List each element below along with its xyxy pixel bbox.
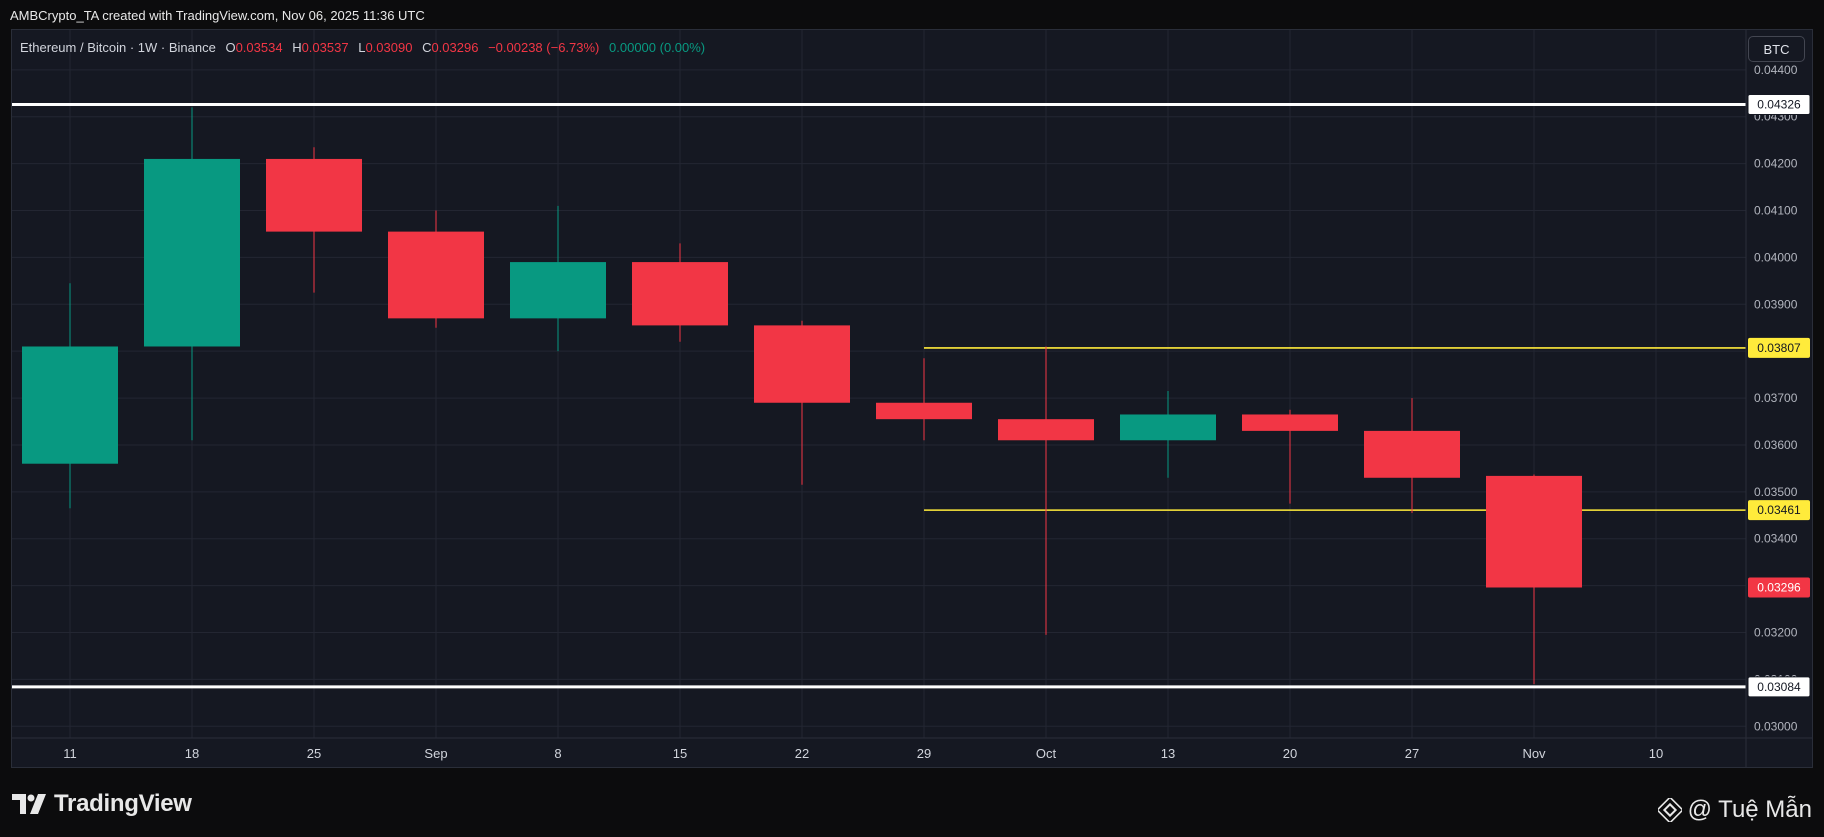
price-tags: 0.04326 0.03807 0.03461 0.03084 0.03296 <box>1747 94 1811 698</box>
candle-body <box>388 231 484 319</box>
level-price-label: 0.04326 <box>1757 98 1801 112</box>
time-tick-label: Sep <box>424 746 447 761</box>
level-price-tag <box>1748 500 1810 521</box>
price-tick-label: 0.03200 <box>1754 626 1798 640</box>
time-tick-label: 8 <box>554 746 561 761</box>
candle <box>876 358 972 441</box>
brand-name: TradingView <box>54 790 192 817</box>
time-tick-label: 10 <box>1649 746 1663 761</box>
time-tick-label: 18 <box>185 746 199 761</box>
tradingview-logo[interactable]: TradingView <box>12 790 192 818</box>
currency-button[interactable]: BTC <box>1748 36 1805 62</box>
candle <box>22 283 118 509</box>
high-value: 0.03537 <box>301 40 349 55</box>
candle <box>510 205 606 352</box>
candle <box>1364 398 1460 513</box>
close-value: 0.03296 <box>431 40 479 55</box>
time-tick-label: 11 <box>63 746 77 761</box>
price-tick-label: 0.03400 <box>1754 532 1798 546</box>
price-tick-label: 0.03500 <box>1754 485 1798 499</box>
low-label: L <box>358 40 366 55</box>
change-value: −0.00238 (−6.73%) <box>488 40 600 55</box>
price-tick-label: 0.03000 <box>1754 719 1798 733</box>
time-tick-label: Nov <box>1522 746 1546 761</box>
level-price-tag <box>1748 337 1810 358</box>
chart-attribution: AMBCrypto_TA created with TradingView.co… <box>10 8 425 23</box>
candle <box>998 346 1094 635</box>
candle <box>754 320 850 485</box>
low-value: 0.03090 <box>365 40 413 55</box>
price-tick-label: 0.03700 <box>1754 391 1798 405</box>
time-tick-label: 13 <box>1161 746 1175 761</box>
time-tick-label: Oct <box>1036 746 1057 761</box>
high-label: H <box>292 40 302 55</box>
candle-body <box>1364 430 1460 478</box>
candle-body <box>632 262 728 326</box>
level-price-label: 0.03461 <box>1757 503 1801 517</box>
level-price-tag <box>1747 676 1811 698</box>
last-price-tag <box>1748 577 1810 598</box>
time-axis: 11 18 25 Sep 8 15 22 29 Oct 13 20 27 Nov 10 <box>63 746 1663 761</box>
binance-diamond-icon <box>1657 798 1682 822</box>
candle <box>1242 409 1338 504</box>
last-price-label: 0.03296 <box>1757 580 1801 594</box>
candle <box>266 147 362 293</box>
candle <box>388 210 484 328</box>
time-tick-label: 22 <box>795 746 809 761</box>
price-tick-label: 0.04200 <box>1754 157 1798 171</box>
time-tick-label: 20 <box>1283 746 1297 761</box>
author-watermark: @ Tuệ Mẫn <box>1657 796 1812 824</box>
time-tick-label: 25 <box>307 746 321 761</box>
symbol-name: Ethereum / Bitcoin · 1W · Binance <box>20 40 216 55</box>
candle-body <box>876 402 972 420</box>
candle-body <box>998 419 1094 441</box>
candle-body <box>1120 414 1216 441</box>
open-label: O <box>225 40 236 55</box>
time-tick-label: 29 <box>917 746 931 761</box>
candle <box>1486 474 1582 685</box>
time-tick-label: 27 <box>1405 746 1419 761</box>
grid-lines <box>12 30 1812 739</box>
candle-body <box>22 346 118 464</box>
price-tick-label: 0.04000 <box>1754 250 1798 264</box>
level-price-label: 0.03084 <box>1757 680 1801 694</box>
level-price-label: 0.03807 <box>1757 341 1801 355</box>
candle <box>1120 391 1216 478</box>
open-value: 0.03534 <box>235 40 283 55</box>
volume-value: 0.00000 (0.00%) <box>609 40 706 55</box>
candle-body <box>144 158 240 347</box>
horizontal-levels <box>12 103 1746 689</box>
candle-body <box>266 158 362 232</box>
time-tick-label: 15 <box>673 746 687 761</box>
candle <box>144 107 240 441</box>
price-tick-label: 0.03900 <box>1754 297 1798 311</box>
symbol-legend: Ethereum / Bitcoin · 1W · Binance O0.035… <box>20 40 705 55</box>
level-price-tag <box>1747 94 1811 116</box>
candles <box>22 107 1582 685</box>
candle <box>632 243 728 342</box>
candle-body <box>510 262 606 319</box>
candle-body <box>1242 414 1338 431</box>
close-label: C <box>422 40 432 55</box>
price-tick-label: 0.03600 <box>1754 438 1798 452</box>
candle-body <box>754 325 850 403</box>
price-axis: 0.044000.043000.042000.041000.040000.039… <box>1754 63 1798 733</box>
price-tick-label: 0.04100 <box>1754 204 1798 218</box>
watermark-text: @ Tuệ Mẫn <box>1687 796 1812 823</box>
candle-body <box>1486 475 1582 588</box>
tradingview-icon <box>12 794 46 814</box>
price-tick-label: 0.04400 <box>1754 63 1798 77</box>
